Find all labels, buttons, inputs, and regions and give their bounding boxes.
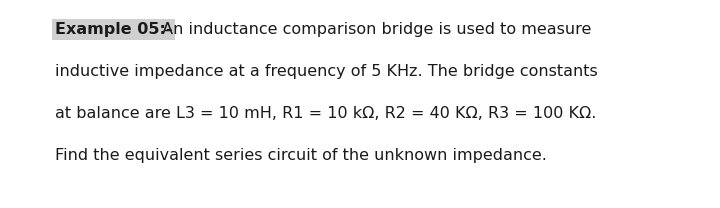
Text: inductive impedance at a frequency of 5 KHz. The bridge constants: inductive impedance at a frequency of 5 …	[55, 64, 598, 79]
Text: at balance are L3 = 10 mH, R1 = 10 kΩ, R2 = 40 KΩ, R3 = 100 KΩ.: at balance are L3 = 10 mH, R1 = 10 kΩ, R…	[55, 106, 596, 121]
Text: Example 05:-: Example 05:-	[55, 22, 173, 37]
Text: Find the equivalent series circuit of the unknown impedance.: Find the equivalent series circuit of th…	[55, 148, 547, 163]
Text: An inductance comparison bridge is used to measure: An inductance comparison bridge is used …	[157, 22, 591, 37]
